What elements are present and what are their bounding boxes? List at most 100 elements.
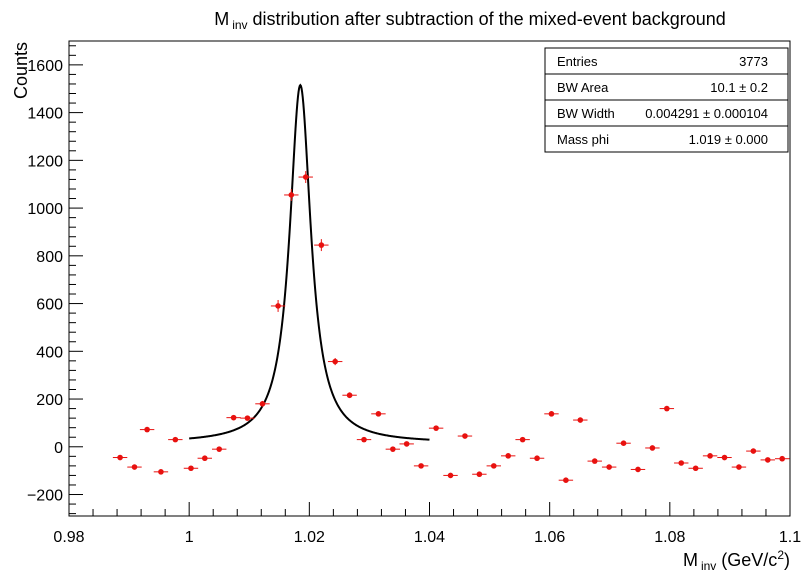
stats-entries-value: 3773	[739, 54, 768, 69]
data-point	[327, 357, 343, 366]
data-point	[587, 458, 602, 464]
data-point	[153, 469, 169, 475]
data-point	[688, 465, 703, 472]
stats-bw-width-value: 0.004291 ± 0.000104	[645, 106, 768, 121]
data-marker	[534, 455, 540, 462]
data-marker	[361, 436, 367, 443]
stats-box: Entries 3773 BW Area 10.1 ± 0.2 BW Width…	[544, 47, 789, 153]
y-tick-label: 1200	[27, 153, 63, 170]
data-marker	[462, 433, 468, 439]
y-tick-label: 1400	[27, 106, 63, 123]
data-point	[515, 436, 530, 443]
x-tick-label: 1.02	[294, 529, 325, 546]
data-marker	[230, 414, 237, 421]
data-marker	[244, 415, 251, 421]
data-point	[342, 392, 357, 399]
data-marker	[692, 465, 699, 472]
data-marker	[418, 463, 424, 469]
data-point	[616, 440, 631, 446]
y-tick-label: 1000	[27, 201, 63, 218]
data-marker	[577, 417, 584, 423]
fit-curve	[189, 83, 430, 441]
chart-title-main: M	[214, 9, 229, 29]
data-marker	[591, 458, 598, 464]
y-tick-label: 1600	[27, 58, 63, 75]
data-point	[399, 441, 414, 447]
x-tick-label: 1.04	[414, 529, 445, 546]
stats-mass-phi-label: Mass phi	[557, 132, 609, 147]
data-point	[168, 436, 183, 443]
data-marker	[259, 401, 266, 407]
data-point	[760, 457, 775, 463]
y-axis-label: Counts	[11, 42, 31, 99]
data-marker	[117, 454, 123, 461]
data-point	[457, 433, 473, 439]
data-point	[413, 463, 429, 469]
data-marker	[606, 464, 612, 470]
data-point	[486, 463, 501, 469]
data-marker	[664, 405, 670, 412]
data-points	[112, 171, 790, 483]
data-marker	[649, 445, 656, 451]
data-marker	[403, 441, 410, 447]
data-marker	[707, 453, 713, 459]
data-marker	[678, 460, 685, 466]
data-point	[573, 417, 588, 423]
data-marker	[375, 411, 382, 417]
data-point	[356, 436, 372, 443]
chart-title-rest: distribution after subtraction of the mi…	[248, 9, 726, 29]
x-tick-label: 1.06	[534, 529, 565, 546]
stats-mass-phi-value: 1.019 ± 0.000	[689, 132, 768, 147]
data-marker	[144, 426, 150, 433]
x-tick-label: 0.98	[53, 529, 84, 546]
data-marker	[635, 466, 641, 473]
data-marker	[346, 392, 353, 399]
data-marker	[201, 455, 208, 462]
stats-bw-area-label: BW Area	[557, 80, 609, 95]
data-marker	[764, 457, 771, 463]
y-tick-label: 200	[36, 392, 63, 409]
data-point	[428, 425, 444, 431]
data-point	[601, 464, 617, 470]
data-marker	[302, 174, 309, 180]
data-marker	[216, 446, 223, 452]
data-point	[443, 472, 458, 479]
data-marker	[548, 411, 555, 417]
data-point	[674, 460, 689, 466]
data-point	[544, 411, 559, 417]
data-point	[197, 455, 212, 462]
data-point	[127, 464, 142, 470]
data-point	[255, 400, 270, 407]
data-marker	[188, 465, 194, 472]
data-point	[529, 455, 545, 462]
data-marker	[275, 303, 281, 309]
data-point	[472, 471, 487, 478]
x-tick-label: 1.08	[654, 529, 685, 546]
data-marker	[779, 455, 785, 462]
data-point	[385, 446, 401, 452]
stats-entries-label: Entries	[557, 54, 598, 69]
stats-bw-width-label: BW Width	[557, 106, 615, 121]
data-point	[717, 454, 732, 461]
data-point	[371, 411, 386, 417]
data-point	[500, 453, 516, 459]
data-marker	[288, 192, 295, 198]
y-tick-label: −200	[27, 488, 63, 505]
data-point	[139, 426, 155, 433]
y-tick-label: 800	[36, 249, 63, 266]
data-marker	[490, 463, 497, 469]
x-tick-label: 1	[185, 529, 194, 546]
data-marker	[390, 446, 396, 452]
data-marker	[736, 464, 742, 470]
data-point	[645, 445, 660, 451]
data-point	[314, 239, 329, 252]
data-marker	[750, 448, 757, 454]
chart-title-subscript: inv	[232, 18, 247, 32]
data-point	[112, 454, 128, 461]
data-marker	[476, 471, 483, 478]
data-marker	[563, 477, 569, 483]
data-point	[211, 446, 227, 452]
